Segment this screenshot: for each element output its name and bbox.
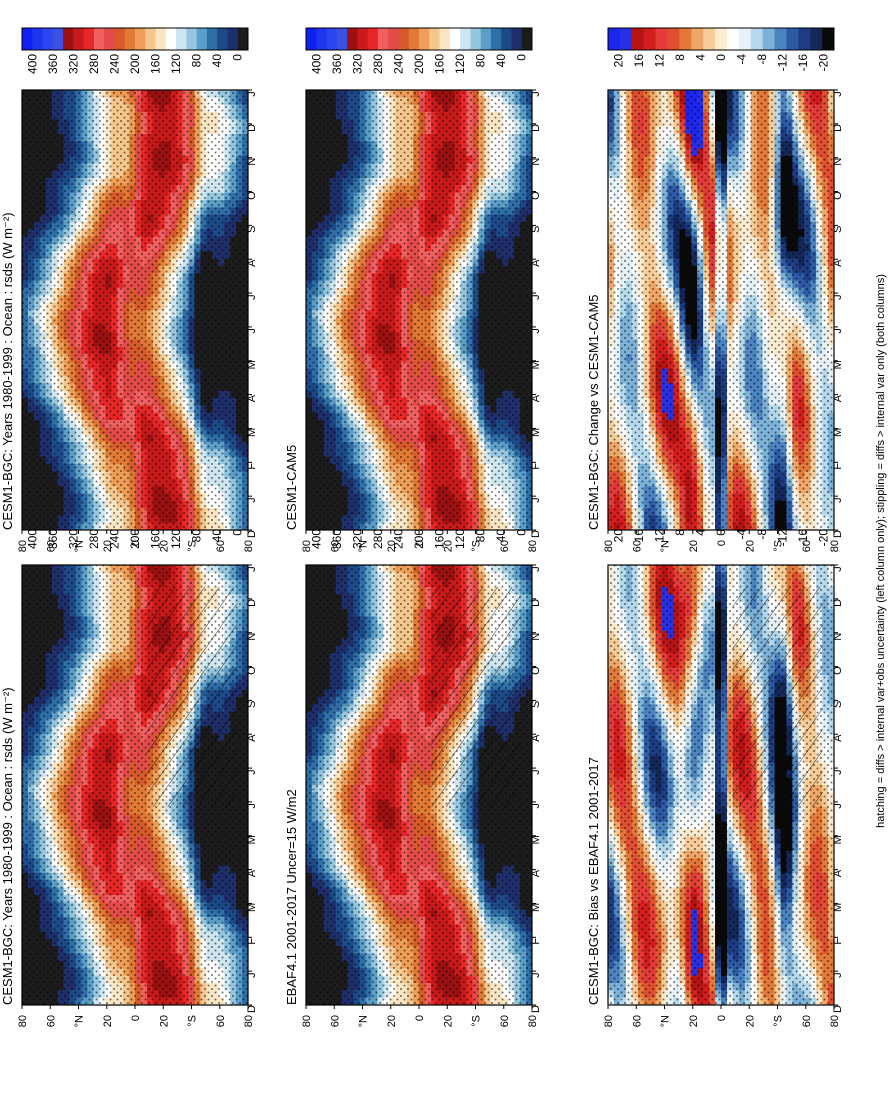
lat-label: 60 [215, 1015, 227, 1027]
colorbar-label: 400 [25, 529, 39, 549]
lat-label: °N [74, 1015, 86, 1027]
hatch-overlay [146, 587, 237, 807]
month-label: J [530, 972, 542, 978]
lat-label: 80 [17, 1015, 29, 1027]
panel-ebaf: EBAF4.1 2001-2017 Uncer=15 W/m2 D J F M A M J J A… [284, 502, 542, 1027]
month-label: F [246, 938, 258, 945]
lat-label: °S [471, 1015, 483, 1027]
lat-label: 80 [527, 1015, 539, 1027]
month-label: J [246, 769, 258, 775]
month-label: D [246, 1005, 258, 1013]
colorbar-label: 360 [46, 529, 60, 549]
colorbar-label: 320 [66, 529, 80, 549]
month-label: D [530, 599, 542, 607]
month-label: M [530, 835, 542, 844]
colorbar-label: 120 [453, 529, 467, 549]
month-label: S [530, 701, 542, 708]
lat-label: 60 [329, 1015, 341, 1027]
colorbar-label: 280 [87, 529, 101, 549]
lat-label: 20 [102, 1015, 114, 1027]
month-label: J [530, 566, 542, 572]
colorbar-label: 280 [371, 529, 385, 549]
month-label: F [530, 938, 542, 945]
panel-title: EBAF4.1 2001-2017 Uncer=15 W/m2 [284, 789, 299, 1005]
colorbar-label: 0 [231, 529, 245, 536]
colorbar-label: 160 [149, 529, 163, 549]
lat-label: 20 [386, 1015, 398, 1027]
lat-label: 0 [130, 1015, 142, 1021]
month-label: A [530, 869, 542, 877]
colorbar-label: 40 [210, 529, 224, 543]
panel-title: CESM1-BGC: Years 1980-1999 : Ocean : rsd… [0, 687, 15, 1005]
month-label: J [530, 803, 542, 809]
month-label: O [530, 666, 542, 675]
panel-bias-ebaf: CESM1-BGC: Bias vs EBAF4.1 2001-2017DJFM… [586, 502, 844, 1027]
colorbar-label: 80 [190, 529, 204, 543]
month-label: M [530, 903, 542, 912]
month-label: M [246, 835, 258, 844]
month-label: N [530, 633, 542, 641]
month-label: J [530, 769, 542, 775]
colorbar-label: 120 [169, 529, 183, 549]
lat-label: 20 [158, 1015, 170, 1027]
month-label: J [246, 972, 258, 978]
lat-label: 80 [243, 1015, 255, 1027]
month-label: J [246, 566, 258, 572]
lat-label: °S [187, 1015, 199, 1027]
lat-label: 0 [414, 1015, 426, 1021]
hatch-overlay [430, 587, 521, 807]
lat-label: 60 [499, 1015, 511, 1027]
month-label: A [246, 869, 258, 877]
month-label: N [246, 633, 258, 641]
month-label: M [246, 903, 258, 912]
month-label: S [246, 701, 258, 708]
panel-bgc-1980-1999: CESM1-BGC: Years 1980-1999 : Ocean : rsd… [0, 502, 258, 1027]
month-label: D [246, 599, 258, 607]
lat-label: 20 [442, 1015, 454, 1027]
month-label: J [246, 803, 258, 809]
month-label: A [530, 734, 542, 742]
lat-label: °N [358, 1015, 370, 1027]
lat-label: 60 [45, 1015, 57, 1027]
colorbar-label: 240 [107, 529, 121, 549]
lat-label: 80 [301, 1015, 313, 1027]
month-label: O [246, 666, 258, 675]
month-label: A [246, 734, 258, 742]
colorbar-label: 200 [128, 529, 142, 549]
